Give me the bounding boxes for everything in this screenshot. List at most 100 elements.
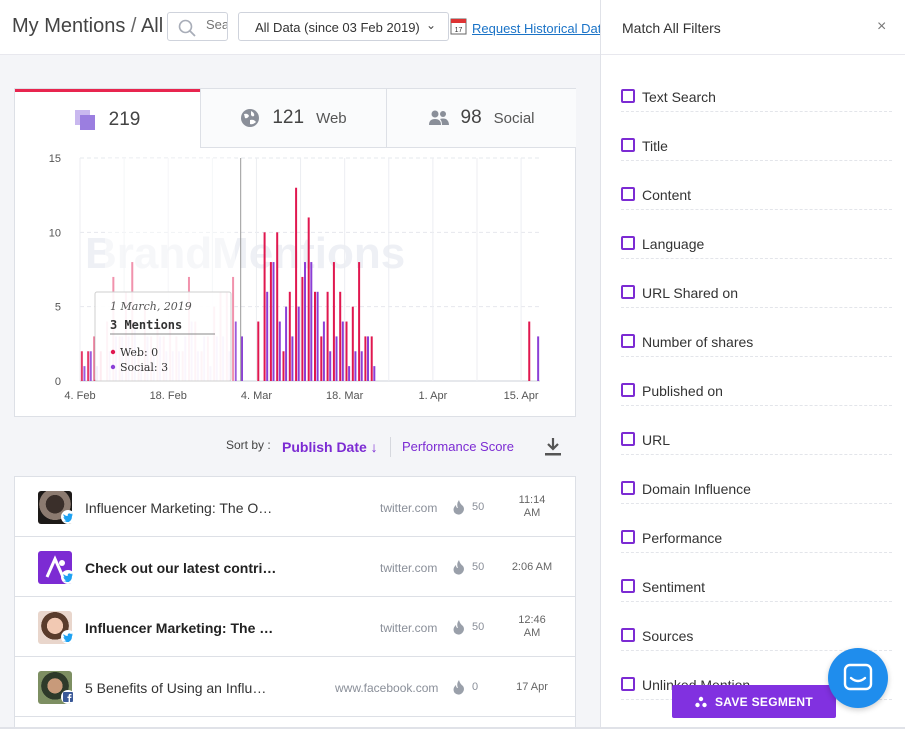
mention-title[interactable]: Influencer Marketing: The … [85, 620, 274, 636]
flame-icon [453, 560, 464, 575]
tab-all-mentions[interactable]: 219 [15, 89, 200, 148]
tooltip-web: Web: 0 [120, 346, 158, 359]
flame-icon [453, 500, 464, 515]
page-title: My Mentions / All [12, 15, 163, 38]
mention-time: 11:14 AM [518, 494, 546, 519]
mention-title[interactable]: Influencer Marketing: The O… [85, 500, 273, 516]
mention-row[interactable]: Influencer Marketing: The … twitter.com 50… [15, 597, 575, 657]
filter-item[interactable]: Domain Influence [621, 455, 892, 504]
mention-score: 50 [472, 501, 485, 513]
filter-checkbox[interactable] [621, 89, 635, 103]
tooltip-box [94, 291, 232, 382]
filters-panel-header: Match All Filters × [601, 0, 905, 55]
bar-social [285, 306, 288, 381]
x-tick-label: 18. Feb [150, 390, 187, 402]
mention-row[interactable]: Influencer Marketing: The O… twitter.com 5… [15, 477, 575, 537]
filter-checkbox[interactable] [621, 236, 635, 250]
bar-social [360, 351, 363, 381]
save-segment-label: SAVE SEGMENT [714, 694, 814, 709]
save-segment-button[interactable]: SAVE SEGMENT [672, 685, 836, 718]
filter-item[interactable]: Published on [621, 357, 892, 406]
bar-web [301, 276, 304, 381]
sort-publish-date[interactable]: Publish Date ↓ [282, 439, 378, 455]
date-range-dropdown[interactable]: All Data (since 03 Feb 2019) ⌄ [238, 12, 449, 41]
mention-title[interactable]: Check out our latest contri… [85, 560, 277, 576]
x-tick-label: 18. Mar [326, 390, 364, 402]
bar-social [341, 321, 344, 381]
filter-item[interactable]: Language [621, 210, 892, 259]
chart-tooltip: 1 March, 2019 3 Mentions Web: 0 Social: 3 [94, 291, 232, 382]
filter-checkbox[interactable] [621, 481, 635, 495]
tooltip-social: Social: 3 [120, 361, 168, 374]
filter-checkbox[interactable] [621, 187, 635, 201]
title-scope[interactable]: All [140, 15, 164, 37]
request-historical-data-link[interactable]: Request Historical Data [472, 21, 609, 36]
facebook-icon [61, 690, 75, 704]
filter-item[interactable]: URL Shared on [621, 259, 892, 308]
search-box[interactable] [167, 12, 228, 41]
close-icon[interactable]: × [877, 18, 887, 35]
filter-item[interactable]: Title [621, 112, 892, 161]
filter-item[interactable]: Text Search [621, 63, 892, 112]
filter-checkbox[interactable] [621, 628, 635, 642]
title-separator: / [125, 15, 141, 37]
filter-item[interactable]: Sources [621, 602, 892, 651]
web-count: 121 [272, 107, 305, 128]
bar-web [288, 291, 291, 381]
filter-checkbox[interactable] [621, 383, 635, 397]
bar-social [83, 366, 86, 381]
twitter-icon [61, 630, 75, 644]
mention-row[interactable]: 5 Benefits of Using an Influ… www.faceboo… [15, 657, 575, 717]
filter-checkbox[interactable] [621, 285, 635, 299]
filter-item[interactable]: Content [621, 161, 892, 210]
bar-social [278, 321, 281, 381]
filter-checkbox[interactable] [621, 334, 635, 348]
bottom-border [0, 727, 905, 729]
title-main: My Mentions [12, 15, 126, 37]
tab-social[interactable]: 98 Social [386, 89, 576, 148]
chat-icon [843, 663, 873, 691]
bar-web [364, 336, 367, 381]
mention-source: twitter.com [380, 561, 438, 575]
mention-row[interactable]: Check out our latest contri… twitter.com 5… [15, 537, 575, 597]
bar-social [348, 366, 351, 381]
filter-checkbox[interactable] [621, 138, 635, 152]
filter-item[interactable]: Sentiment [621, 553, 892, 602]
download-icon[interactable] [544, 437, 562, 457]
social-label: Social [493, 109, 535, 127]
sort-divider [390, 437, 391, 457]
bar-web [282, 351, 285, 381]
bar-web [269, 262, 272, 381]
filter-checkbox[interactable] [621, 579, 635, 593]
calendar-icon: 17 [450, 18, 467, 35]
bar-web [232, 276, 235, 381]
tab-web[interactable]: 121 Web [200, 89, 386, 148]
bar-social [354, 351, 357, 381]
chevron-down-icon: ⌄ [425, 18, 436, 32]
sort-performance-score[interactable]: Performance Score [402, 439, 514, 454]
filter-label: URL [642, 432, 671, 448]
mention-time: 2:06 AM [511, 561, 553, 573]
chat-launcher-button[interactable] [828, 648, 888, 708]
x-tick-label: 4. Feb [64, 390, 95, 402]
filter-item[interactable]: URL [621, 406, 892, 455]
mention-source: www.facebook.com [335, 681, 439, 695]
filter-checkbox[interactable] [621, 530, 635, 544]
social-count: 98 [460, 107, 482, 128]
bar-social [310, 262, 313, 381]
mention-score: 0 [472, 681, 479, 693]
tooltip-date: 1 March, 2019 [110, 300, 192, 313]
search-input[interactable] [206, 17, 227, 32]
filter-label: Text Search [642, 89, 716, 105]
mention-title[interactable]: 5 Benefits of Using an Influ… [85, 680, 267, 696]
bar-web [320, 336, 323, 381]
bar-web [314, 291, 317, 381]
bar-web [339, 291, 342, 381]
filter-item[interactable]: Performance [621, 504, 892, 553]
y-tick-label: 0 [55, 376, 61, 388]
bar-web [307, 217, 310, 381]
mention-time: 12:46 AM [518, 614, 546, 639]
filter-item[interactable]: Number of shares [621, 308, 892, 357]
filter-checkbox[interactable] [621, 432, 635, 446]
filter-checkbox[interactable] [621, 677, 635, 691]
